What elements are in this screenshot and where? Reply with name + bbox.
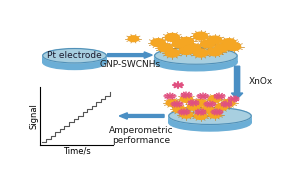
FancyArrow shape	[108, 52, 152, 58]
Circle shape	[222, 39, 236, 47]
Circle shape	[165, 33, 179, 41]
Circle shape	[158, 44, 172, 52]
Circle shape	[179, 47, 194, 54]
Circle shape	[223, 99, 235, 106]
Text: XnOx: XnOx	[249, 77, 273, 86]
Circle shape	[193, 32, 208, 40]
Text: GNP-SWCNHs: GNP-SWCNHs	[99, 60, 161, 69]
FancyArrow shape	[119, 113, 164, 119]
Circle shape	[209, 111, 221, 118]
Circle shape	[179, 37, 194, 45]
Ellipse shape	[155, 47, 237, 64]
Polygon shape	[155, 52, 237, 62]
Text: Pt electrode: Pt electrode	[47, 51, 102, 60]
Circle shape	[165, 49, 179, 57]
Circle shape	[166, 99, 178, 106]
Circle shape	[209, 96, 221, 102]
Ellipse shape	[169, 114, 251, 131]
Ellipse shape	[169, 107, 251, 124]
Circle shape	[226, 43, 241, 50]
Circle shape	[187, 103, 200, 110]
Circle shape	[172, 40, 186, 48]
Polygon shape	[169, 113, 251, 123]
Text: Amperometric
performance: Amperometric performance	[109, 126, 174, 145]
Circle shape	[208, 36, 222, 44]
Circle shape	[201, 40, 215, 48]
Ellipse shape	[43, 49, 106, 63]
Circle shape	[193, 49, 208, 57]
Circle shape	[180, 96, 192, 102]
Circle shape	[128, 36, 139, 42]
FancyArrow shape	[231, 66, 243, 99]
Polygon shape	[43, 53, 106, 62]
Ellipse shape	[43, 55, 106, 70]
Circle shape	[215, 44, 229, 52]
Circle shape	[195, 99, 207, 106]
Circle shape	[216, 103, 228, 110]
Ellipse shape	[155, 54, 237, 71]
Circle shape	[180, 111, 192, 118]
Circle shape	[151, 39, 165, 47]
Circle shape	[208, 48, 222, 56]
Circle shape	[195, 113, 207, 119]
Circle shape	[173, 106, 185, 113]
Circle shape	[202, 106, 214, 113]
Circle shape	[186, 44, 201, 52]
